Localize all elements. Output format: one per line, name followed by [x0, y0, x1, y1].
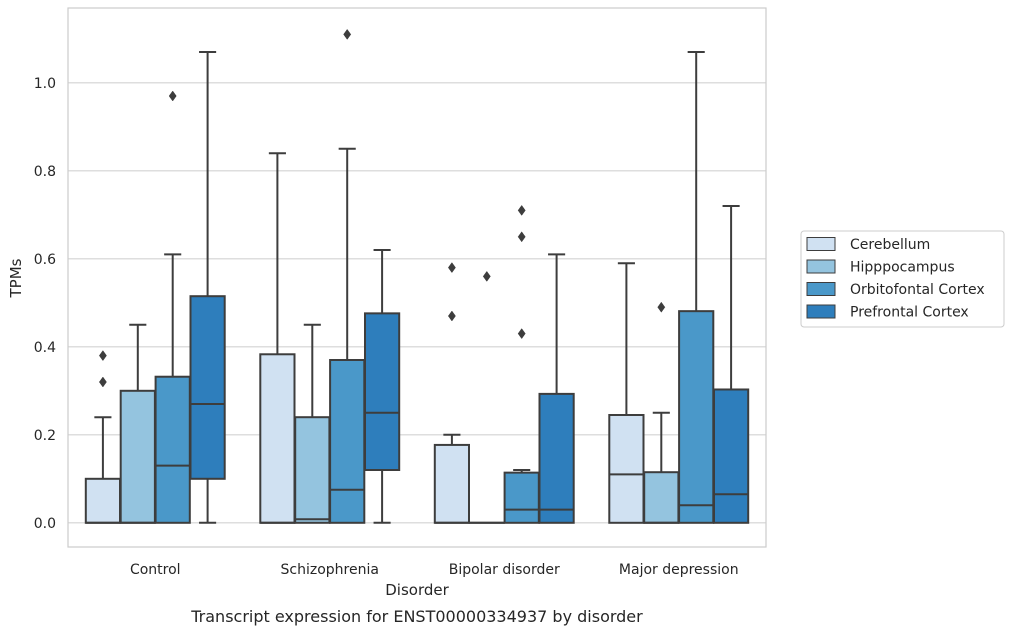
outlier-point	[98, 376, 107, 388]
box-hipppocampus	[119, 323, 156, 524]
box-orbitofontal-cortex	[329, 28, 366, 524]
outlier-point	[168, 90, 177, 102]
box-cerebellum	[84, 350, 122, 524]
y-tick-label: 1.0	[34, 76, 56, 92]
y-tick-labels: 0.0 0.2 0.4 0.6 0.8 1.0	[34, 76, 56, 532]
box-cerebellum	[433, 262, 471, 524]
legend-label: Orbitofontal Cortex	[850, 282, 985, 298]
x-tick-labels: Control Schizophrenia Bipolar disorder Majo…	[130, 562, 739, 578]
legend-swatch	[806, 259, 836, 274]
box-cerebellum	[259, 152, 296, 524]
legend: Cerebellum Hipppocampus Orbitofontal Corte…	[800, 230, 1005, 328]
box-body	[503, 471, 540, 524]
box-orbitofontal-cortex	[678, 51, 715, 524]
x-tick-label: Bipolar disorder	[449, 562, 560, 578]
box-body	[643, 471, 680, 524]
legend-swatch	[806, 304, 836, 319]
y-axis-title: TPMs	[7, 258, 25, 298]
box-prefrontal-cortex	[189, 51, 226, 524]
outlier-point	[517, 231, 526, 243]
outlier-point	[98, 350, 107, 362]
box-body	[363, 312, 401, 471]
outlier-point	[447, 310, 456, 322]
outlier-point	[447, 262, 456, 274]
box-body	[189, 295, 226, 480]
outlier-point	[517, 204, 526, 216]
outlier-point	[517, 328, 526, 340]
legend-frame	[800, 230, 1005, 328]
box-body	[259, 353, 296, 524]
box-body	[329, 359, 366, 524]
y-tick-label: 0.2	[34, 428, 56, 444]
box-body	[712, 388, 750, 524]
box-body	[84, 477, 122, 524]
outlier-point	[482, 270, 491, 282]
box-body	[608, 414, 645, 524]
box-hipppocampus	[643, 301, 680, 524]
box-orbitofontal-cortex	[503, 204, 540, 524]
box-orbitofontal-cortex	[154, 90, 191, 524]
box-plots	[84, 28, 750, 524]
legend-swatch	[806, 237, 836, 251]
outlier-point	[343, 28, 352, 40]
x-tick-label: Major depression	[619, 562, 739, 578]
legend-label: Cerebellum	[850, 237, 930, 253]
outlier-point	[657, 301, 666, 313]
box-body	[433, 443, 471, 524]
box-hipppocampus	[294, 323, 331, 524]
box-prefrontal-cortex	[363, 249, 401, 524]
y-tick-label: 0.8	[34, 164, 56, 180]
legend-label: Hipppocampus	[850, 260, 955, 276]
box-hipppocampus	[468, 270, 505, 524]
box-body	[294, 416, 331, 524]
chart-caption: Transcript expression for ENST0000033493…	[190, 607, 643, 626]
box-prefrontal-cortex	[538, 253, 575, 524]
legend-label: Prefrontal Cortex	[850, 305, 969, 321]
box-body	[678, 310, 715, 524]
box-body	[119, 389, 156, 524]
box-body	[538, 392, 575, 524]
box-prefrontal-cortex	[712, 205, 750, 524]
x-tick-label: Control	[130, 562, 181, 578]
legend-swatch	[806, 282, 836, 296]
plot-frame	[67, 7, 767, 548]
x-axis-title: Disorder	[385, 581, 449, 599]
y-tick-label: 0.0	[34, 516, 56, 532]
box-body	[154, 375, 191, 524]
y-tick-label: 0.6	[34, 252, 56, 268]
x-tick-label: Schizophrenia	[281, 562, 379, 578]
box-cerebellum	[608, 262, 645, 524]
y-tick-label: 0.4	[34, 340, 56, 356]
